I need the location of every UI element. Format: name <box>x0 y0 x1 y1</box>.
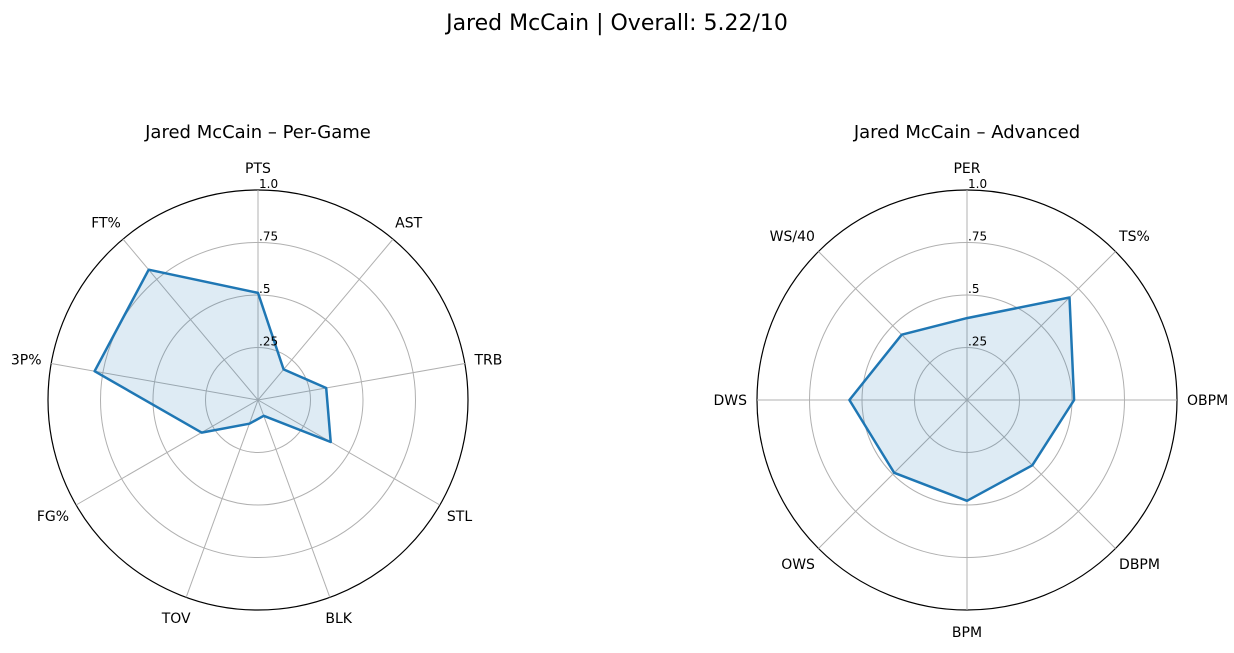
advanced-spoke <box>818 251 968 401</box>
advanced-axis-label-per: PER <box>953 161 980 177</box>
per-game-axis-label-3p-pct: 3P% <box>11 353 42 369</box>
per-game-axis-label-ast: AST <box>395 215 422 231</box>
per-game-axis-label-stl: STL <box>447 509 472 525</box>
per-game-axis-label-blk: BLK <box>325 611 352 627</box>
advanced-rtick-label: .75 <box>968 230 987 244</box>
per-game-rtick-label: 1.0 <box>259 177 278 191</box>
per-game-axis-label-ft-pct: FT% <box>91 215 121 231</box>
per-game-axis-label-fg-pct: FG% <box>37 509 69 525</box>
per-game-axis-label-trb: TRB <box>473 353 502 369</box>
advanced-series-polygon <box>848 296 1076 503</box>
per-game-axis-label-pts: PTS <box>245 161 271 177</box>
advanced-rtick-label: 1.0 <box>968 177 987 191</box>
advanced-spoke <box>966 399 1116 549</box>
per-game-series-polygon <box>93 268 332 444</box>
advanced-rtick-label: .25 <box>968 335 987 349</box>
per-game-spoke <box>257 399 441 506</box>
per-game-spoke <box>257 363 465 401</box>
per-game-spoke <box>75 399 259 506</box>
advanced-rtick-label: .5 <box>968 282 979 296</box>
per-game-spoke <box>257 238 394 401</box>
advanced-axis-label-dws: DWS <box>713 393 747 409</box>
advanced-title: Jared McCain – Advanced <box>853 122 1080 143</box>
advanced-axis-label-ts-pct: TS% <box>1118 229 1150 245</box>
advanced-spoke <box>966 251 1116 401</box>
per-game-rtick-label: .25 <box>259 335 278 349</box>
per-game-spoke <box>185 399 259 598</box>
per-game-title: Jared McCain – Per-Game <box>144 122 371 143</box>
advanced-axis-label-ws-40: WS/40 <box>770 229 815 245</box>
advanced-spoke <box>818 399 968 549</box>
figure-title: Jared McCain | Overall: 5.22/10 <box>444 11 788 36</box>
per-game-axis-label-tov: TOV <box>161 611 191 627</box>
advanced-axis-label-obpm: OBPM <box>1187 393 1228 409</box>
per-game-spoke <box>257 399 331 598</box>
advanced-axis-label-dbpm: DBPM <box>1119 557 1160 573</box>
per-game-spoke <box>51 363 259 401</box>
advanced-axis-label-bpm: BPM <box>952 625 982 641</box>
per-game-rtick-label: .5 <box>259 282 270 296</box>
per-game-rtick-label: .75 <box>259 230 278 244</box>
per-game-spoke <box>122 238 259 401</box>
advanced-axis-label-ows: OWS <box>781 557 815 573</box>
